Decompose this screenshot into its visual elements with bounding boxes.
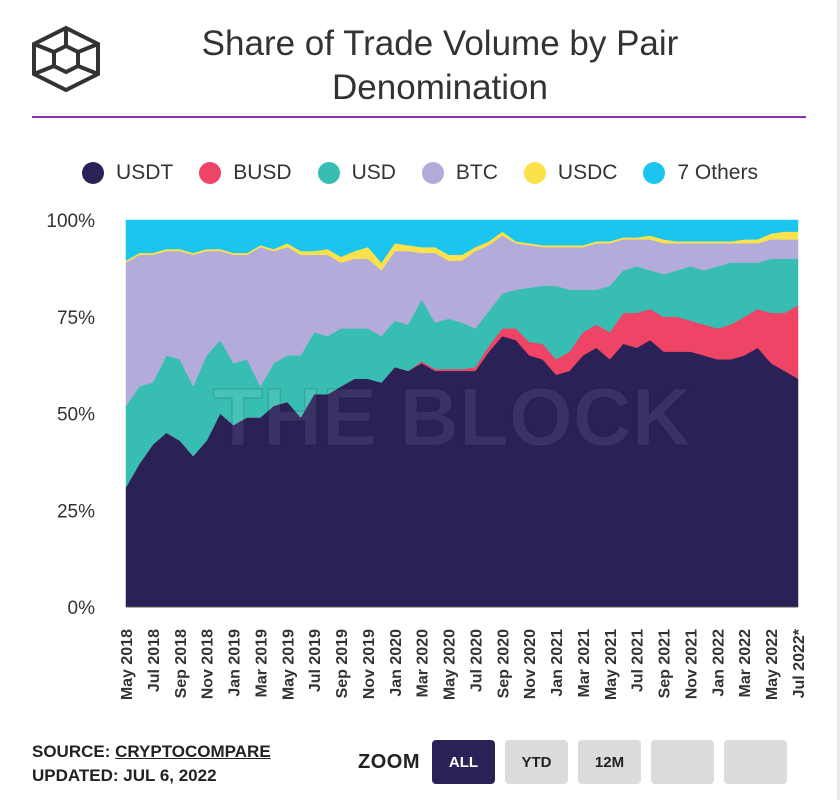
legend-item-btc[interactable]: BTC: [421, 161, 498, 185]
x-tick-label: Nov 2019: [361, 629, 378, 699]
x-tick-label: Mar 2022: [737, 629, 754, 698]
stacked-area-chart: 0% 25% 50% 75% 100% THE BLOCK May 2018 Jul 2018…: [46, 211, 808, 700]
chart-title: Share of Trade Volume by Pair Denominati…: [110, 22, 770, 110]
source-line: SOURCE: CRYPTOCOMPARE: [32, 740, 271, 764]
x-tick-label: Mar 2020: [415, 629, 432, 698]
y-tick-label: 50%: [57, 405, 95, 426]
x-tick-label: Jul 2022*: [791, 628, 808, 698]
legend-item-usdt[interactable]: USDT: [82, 161, 173, 185]
zoom-12m-button[interactable]: 12M: [578, 740, 641, 784]
y-tick-label: 0%: [68, 598, 96, 619]
x-tick-label: May 2019: [280, 629, 297, 700]
legend-item-usd[interactable]: USD: [317, 161, 396, 185]
area-series-7-others[interactable]: [125, 219, 799, 264]
legend-dot-btc-icon: [421, 162, 444, 184]
zoom-blank-button-2[interactable]: [724, 740, 787, 784]
x-tick-label: Jan 2022: [710, 629, 727, 697]
legend-item-usdc[interactable]: USDC: [523, 161, 618, 185]
x-tick-label: May 2022: [764, 629, 781, 700]
legend-label-busd: BUSD: [233, 161, 292, 184]
legend-label-btc: BTC: [455, 161, 498, 184]
updated-date: UPDATED: JUL 6, 2022: [32, 766, 217, 785]
x-tick-label: Jul 2020: [468, 629, 485, 692]
zoom-label: ZOOM: [358, 750, 420, 773]
legend-dot-usdt-icon: [82, 162, 105, 184]
x-tick-label: Nov 2021: [684, 629, 701, 699]
title-divider: [32, 116, 806, 118]
x-tick-label: Mar 2021: [576, 629, 593, 698]
zoom-controls: ZOOM ALL YTD 12M: [358, 740, 787, 784]
legend-label-usd: USD: [351, 161, 396, 184]
x-tick-label: Mar 2019: [253, 629, 270, 698]
y-tick-label: 25%: [57, 501, 95, 522]
x-tick-label: May 2020: [442, 629, 459, 700]
x-tick-label: Sep 2019: [334, 629, 351, 698]
legend-label-7-others: 7 Others: [677, 161, 758, 184]
legend-dot-busd-icon: [199, 162, 222, 184]
chart-legend: USDT BUSD USD BTC USDC 7 Others: [0, 158, 840, 188]
x-tick-label: Jul 2021: [630, 629, 647, 692]
x-tick-label: Nov 2018: [200, 629, 217, 699]
y-tick-label: 75%: [57, 308, 95, 329]
x-tick-label: Jan 2020: [388, 629, 405, 697]
source-label: SOURCE:: [32, 742, 116, 761]
x-tick-label: Nov 2020: [522, 629, 539, 699]
legend-dot-usd-icon: [317, 162, 340, 184]
the-block-logo-icon: [32, 25, 100, 93]
x-tick-label: Sep 2018: [173, 629, 190, 698]
x-tick-label: Sep 2021: [657, 629, 674, 698]
legend-dot-usdc-icon: [523, 162, 546, 184]
legend-label-usdt: USDT: [116, 161, 174, 184]
x-tick-label: May 2018: [119, 629, 136, 700]
legend-dot-7-others-icon: [643, 162, 666, 184]
page-edge-line: [837, 0, 840, 800]
chart-footer: SOURCE: CRYPTOCOMPARE UPDATED: JUL 6, 20…: [32, 740, 271, 788]
x-tick-label: Jan 2019: [227, 629, 244, 697]
legend-item-busd[interactable]: BUSD: [199, 161, 292, 185]
x-tick-label: Jul 2019: [307, 629, 324, 692]
zoom-all-button[interactable]: ALL: [432, 740, 495, 784]
x-tick-label: Jan 2021: [549, 629, 566, 697]
chart-title-line-2: Denomination: [332, 68, 548, 107]
zoom-blank-button-1[interactable]: [651, 740, 714, 784]
x-tick-label: Sep 2020: [495, 629, 512, 698]
chart-title-line-1: Share of Trade Volume by Pair: [201, 24, 679, 63]
y-tick-label: 100%: [46, 211, 95, 232]
zoom-ytd-button[interactable]: YTD: [505, 740, 568, 784]
watermark-text: THE BLOCK: [213, 372, 691, 463]
x-tick-label: May 2021: [603, 629, 620, 700]
legend-item-7-others[interactable]: 7 Others: [643, 161, 758, 185]
x-tick-label: Jul 2018: [146, 629, 163, 692]
source-link[interactable]: CRYPTOCOMPARE: [115, 742, 271, 761]
legend-label-usdc: USDC: [557, 161, 618, 184]
